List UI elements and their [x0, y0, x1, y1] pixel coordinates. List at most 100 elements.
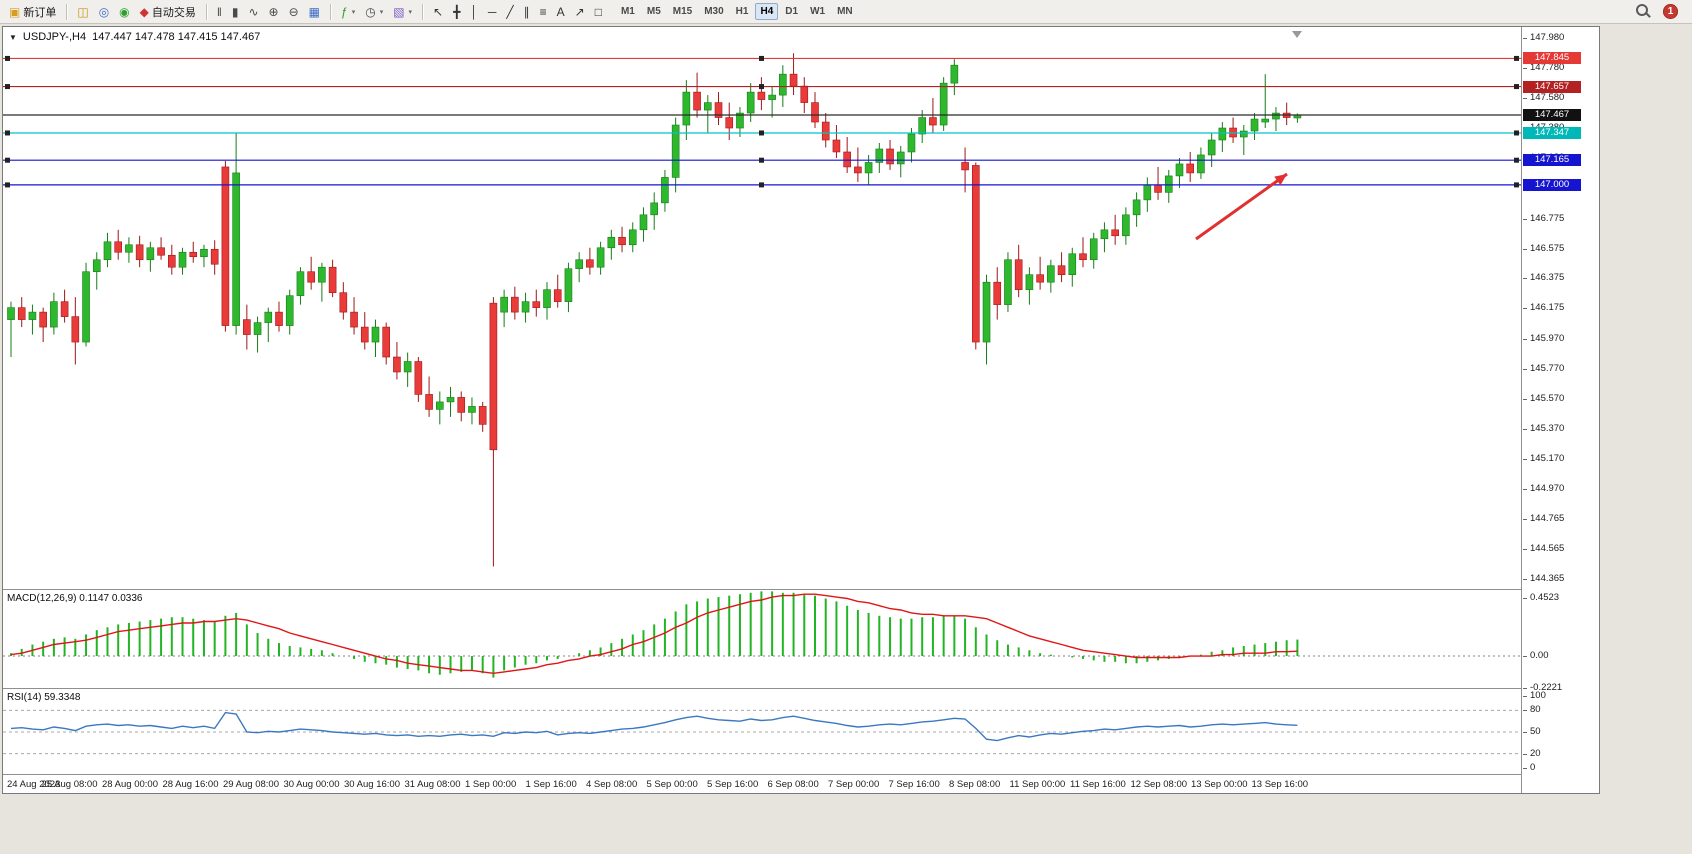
profiles-icon: ◎: [98, 4, 110, 19]
auto-trading-button[interactable]: ◆ 自动交易: [135, 2, 201, 22]
search-icon[interactable]: [1636, 4, 1651, 19]
panel-separator[interactable]: [3, 688, 1521, 689]
toolbar-right: 1: [1636, 4, 1688, 19]
bull-candle: [661, 177, 669, 204]
line-selection-handle[interactable]: [1514, 157, 1519, 163]
macd-panel[interactable]: [3, 591, 1521, 688]
trendline-button[interactable]: ╱: [501, 3, 518, 21]
price-tick: 146.175: [1522, 302, 1565, 314]
bear-candle: [275, 311, 283, 326]
time-tick: 25 Aug 08:00: [41, 779, 98, 790]
candlestick-chart-icon: ▮: [231, 4, 239, 19]
arrows-button[interactable]: ↗: [570, 3, 590, 21]
candlestick-chart-button[interactable]: ▮: [227, 3, 244, 21]
bear-candle: [328, 266, 337, 293]
timeframe-w1[interactable]: W1: [810, 6, 826, 17]
line-selection-handle[interactable]: [1514, 182, 1519, 188]
timeframe-mn[interactable]: MN: [837, 6, 853, 17]
new-order-button[interactable]: ▣ 新订单: [4, 2, 61, 22]
cursor-button[interactable]: ↖: [428, 3, 448, 21]
time-tick: 1 Sep 00:00: [465, 779, 517, 790]
line-chart-button[interactable]: ∿: [243, 3, 263, 21]
bull-candle: [1175, 163, 1184, 177]
timeframe-m5[interactable]: M5: [646, 6, 661, 17]
line-selection-handle[interactable]: [1514, 55, 1519, 61]
bull-candle: [950, 64, 959, 84]
notification-badge[interactable]: 1: [1663, 4, 1678, 19]
periods-menu-button[interactable]: ◷ ▾: [360, 3, 388, 21]
line-selection-handle[interactable]: [1514, 130, 1519, 136]
bear-candle: [800, 85, 809, 103]
bear-candle: [832, 139, 841, 153]
line-selection-handle[interactable]: [759, 84, 764, 90]
bear-candle: [586, 259, 594, 268]
bear-candle: [307, 271, 315, 283]
market-watch-button[interactable]: ◉: [114, 3, 134, 21]
time-tick: 13 Sep 00:00: [1191, 779, 1248, 790]
line-selection-handle[interactable]: [759, 157, 764, 163]
bear-candle: [693, 91, 701, 111]
bear-candle: [1079, 253, 1087, 261]
bear-candle: [457, 397, 466, 413]
zoom-out-button[interactable]: ⊖: [284, 3, 304, 21]
price-axis[interactable]: 147.980147.780147.580147.380147.180146.9…: [1521, 27, 1599, 793]
chart-windows-button[interactable]: ◫: [72, 3, 93, 21]
crosshair-button[interactable]: ╋: [448, 3, 465, 21]
channel-button[interactable]: ∥: [519, 3, 535, 21]
templates-icon: ▧: [393, 4, 405, 19]
bull-candle: [982, 281, 991, 343]
timeframe-h4[interactable]: H4: [755, 3, 779, 20]
main-price-chart[interactable]: [3, 27, 1521, 589]
zoom-in-button[interactable]: ⊕: [264, 3, 284, 21]
tile-windows-button[interactable]: ▦: [304, 3, 325, 21]
rsi-panel[interactable]: [3, 690, 1521, 774]
time-axis[interactable]: 24 Aug 2023 25 Aug 08:00 28 Aug 00:00 28 Au…: [3, 774, 1521, 793]
indicators-button[interactable]: ƒ ▾: [336, 3, 360, 21]
line-selection-handle[interactable]: [759, 182, 764, 188]
line-selection-handle[interactable]: [759, 130, 764, 136]
bear-candle: [789, 73, 798, 87]
bull-candle: [125, 244, 133, 253]
annotation-arrow-head: [1274, 174, 1287, 186]
vertical-line-button[interactable]: │: [465, 3, 483, 21]
fibonacci-button[interactable]: ≡: [535, 3, 552, 21]
bear-candle: [886, 148, 894, 165]
bull-candle: [628, 229, 637, 246]
bars-chart-button[interactable]: ‖: [212, 3, 227, 21]
chart-shift-marker[interactable]: [1292, 31, 1302, 38]
bear-candle: [114, 241, 122, 253]
timeframe-d1[interactable]: D1: [785, 6, 799, 17]
symbol-menu-icon[interactable]: ▼: [9, 32, 17, 42]
bear-candle: [1014, 259, 1023, 290]
line-selection-handle[interactable]: [759, 55, 764, 61]
ohlc-values: 147.447 147.478 147.415 147.467: [92, 31, 261, 43]
templates-button[interactable]: ▧ ▾: [388, 3, 417, 21]
timeframe-h1[interactable]: H1: [735, 6, 749, 17]
macd-indicator-label: MACD(12,26,9) 0.1147 0.0336: [7, 593, 143, 604]
line-selection-handle[interactable]: [5, 182, 10, 188]
bear-candle: [811, 102, 819, 123]
line-selection-handle[interactable]: [5, 84, 10, 90]
bull-candle: [596, 247, 605, 268]
bull-candle: [779, 73, 787, 96]
panel-separator[interactable]: [3, 589, 1521, 590]
bear-candle: [39, 311, 47, 328]
line-selection-handle[interactable]: [5, 55, 10, 61]
shapes-button[interactable]: □: [590, 3, 607, 21]
timeframe-m30[interactable]: M30: [704, 6, 724, 17]
line-selection-handle[interactable]: [1514, 84, 1519, 90]
annotation-arrow[interactable]: [1195, 172, 1288, 241]
bull-candle: [468, 406, 476, 413]
zoom-in-icon: ⊕: [268, 4, 279, 19]
price-badge: 147.000: [1523, 178, 1581, 191]
timeframe-m15[interactable]: M15: [672, 6, 693, 17]
horizontal-line-button[interactable]: ─: [483, 3, 502, 21]
line-selection-handle[interactable]: [5, 157, 10, 163]
line-selection-handle[interactable]: [5, 130, 10, 136]
timeframe-m1[interactable]: M1: [620, 6, 635, 17]
text-button[interactable]: A: [552, 3, 570, 21]
bull-candle: [736, 112, 744, 129]
dropdown-caret-icon: ▾: [379, 8, 384, 16]
profiles-button[interactable]: ◎: [94, 3, 114, 21]
